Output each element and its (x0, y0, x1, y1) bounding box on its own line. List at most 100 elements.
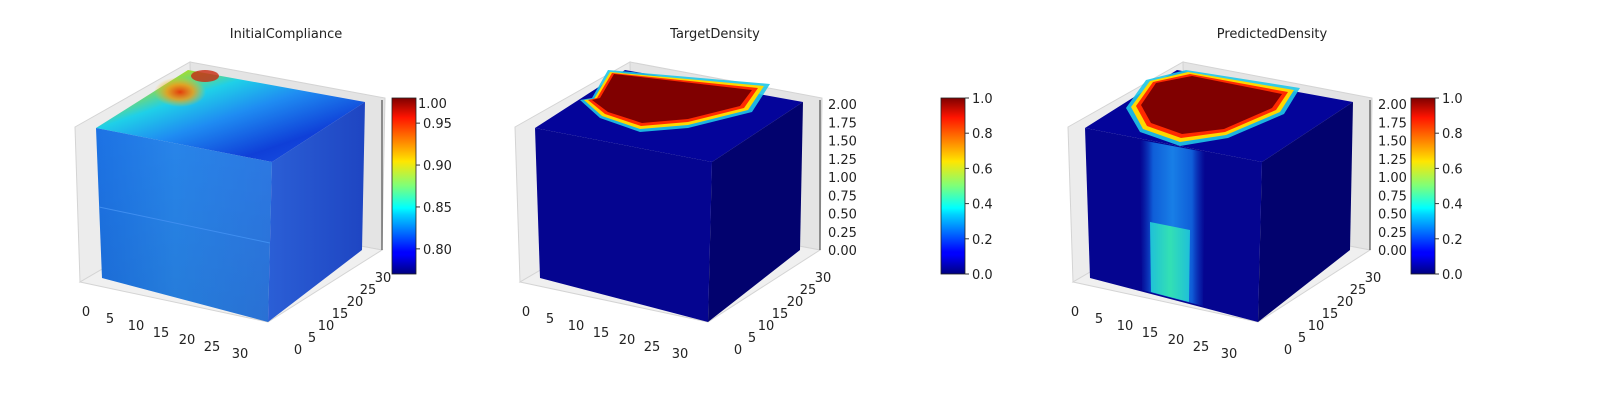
chart3-z-tick: 0.00 (1378, 244, 1407, 259)
chart2-title: TargetDensity (669, 27, 760, 42)
chart-target-density: TargetDensity 0 5 10 15 20 25 30 051015202530 … (514, 27, 993, 362)
chart2-colorbar-tick: 0.0 (972, 268, 993, 283)
chart1-y-tick: 5 (308, 331, 316, 346)
chart2-x-tick: 5 (546, 312, 554, 327)
chart2-colorbar-tick: 0.8 (972, 127, 993, 142)
chart1-colorbar-tick: 0.90 (423, 159, 452, 174)
chart1-hotspot (154, 77, 206, 107)
chart1-mid-seam (98, 206, 271, 244)
chart1-colorbar-tick: 0.95 (423, 117, 452, 132)
chart1-y-tick: 25 (360, 283, 377, 298)
chart2-y-tick: 15 (772, 307, 789, 322)
chart2-colorbar-ticks: 0.0 0.2 0.4 0.6 0.8 1.0 (965, 92, 993, 283)
chart1-y-tick: 10 (318, 319, 335, 334)
chart3-x-tick: 5 (1095, 312, 1103, 327)
chart1-x-tick: 10 (128, 319, 145, 334)
chart1-colorbar-tick: 0.85 (423, 201, 452, 216)
chart3-y-tick: 25 (1350, 283, 1367, 298)
chart3-title: PredictedDensity (1217, 27, 1328, 42)
chart3-x-ticks: 0 5 10 15 20 25 30 (1071, 305, 1237, 362)
chart1-y-tick: 20 (347, 295, 364, 310)
chart3-z-tick: 1.75 (1378, 116, 1407, 131)
chart3-density-core (1141, 76, 1282, 134)
chart2-x-tick: 10 (568, 319, 585, 334)
chart3-x-tick: 25 (1193, 340, 1210, 355)
chart2-colorbar (940, 97, 966, 275)
chart2-z-tick: 2.00 (828, 98, 857, 113)
chart3-y-tick: 5 (1298, 331, 1306, 346)
chart3-colorbar-tick: 0.4 (1442, 198, 1463, 213)
chart1-x-tick: 0 (82, 305, 90, 320)
chart1-title: InitialCompliance (230, 27, 343, 42)
chart2-y-tick: 0 (734, 343, 742, 358)
chart2-colorbar-tick: 1.0 (972, 92, 993, 107)
chart3-z-tick: 1.50 (1378, 135, 1407, 150)
chart3-x-tick: 0 (1071, 305, 1079, 320)
chart3-y-tick: 10 (1308, 319, 1325, 334)
chart2-colorbar-tick: 0.4 (972, 198, 993, 213)
chart3-y-tick: 0 (1284, 343, 1292, 358)
chart1-colorbar-ticks: 0.80 0.85 0.90 0.95 (416, 117, 452, 258)
chart3-z-tick: 2.00 (1378, 98, 1407, 113)
chart3-x-tick: 30 (1221, 347, 1238, 362)
chart2-z-tick: 0.25 (828, 226, 857, 241)
chart1-x-tick: 15 (153, 326, 170, 341)
chart-initial-compliance: InitialCompliance 0 5 10 15 20 25 30 051015202… (74, 27, 452, 362)
chart2-z-tick: 1.75 (828, 116, 857, 131)
chart2-x-tick: 20 (619, 333, 636, 348)
chart3-z-tick: 0.50 (1378, 208, 1407, 223)
chart3-colorbar-tick: 0.2 (1442, 233, 1463, 248)
chart1-side-face (268, 102, 365, 322)
chart3-front-green (1150, 222, 1190, 302)
chart3-x-tick: 15 (1142, 326, 1159, 341)
chart1-x-tick: 30 (232, 347, 249, 362)
chart2-colorbar-tick: 0.6 (972, 162, 993, 177)
chart3-z-tick: 1.25 (1378, 153, 1407, 168)
chart2-z-tick: 1.25 (828, 153, 857, 168)
chart2-y-tick: 20 (787, 295, 804, 310)
chart3-colorbar-tick: 1.0 (1442, 92, 1463, 107)
chart2-z-tick: 0.75 (828, 189, 857, 204)
chart2-side-face (708, 102, 803, 322)
chart3-colorbar-tick: 0.0 (1442, 268, 1463, 283)
chart3-colorbar-tick: 0.8 (1442, 127, 1463, 142)
chart2-x-tick: 30 (672, 347, 689, 362)
chart1-y-tick: 30 (375, 271, 392, 286)
chart2-z-tick: 1.50 (828, 135, 857, 150)
chart3-y-tick: 30 (1365, 271, 1382, 286)
chart2-x-ticks: 0 5 10 15 20 25 30 (522, 305, 688, 362)
chart2-y-tick: 25 (800, 283, 817, 298)
chart3-y-tick: 20 (1337, 295, 1354, 310)
chart1-x-tick: 5 (106, 312, 114, 327)
chart3-z-tick: 0.25 (1378, 226, 1407, 241)
chart1-colorbar-top-label: 1.00 (418, 97, 447, 112)
chart2-colorbar-tick: 0.2 (972, 233, 993, 248)
chart3-colorbar-ticks: 0.0 0.2 0.4 0.6 0.8 1.0 (1435, 92, 1463, 283)
chart3-colorbar (1410, 97, 1436, 275)
chart1-x-tick: 20 (179, 333, 196, 348)
chart2-y-tick: 10 (758, 319, 775, 334)
chart3-side-face (1258, 102, 1353, 322)
chart1-hotspot-edge (191, 70, 219, 82)
chart2-density-core (592, 74, 752, 123)
chart2-z-tick: 0.00 (828, 244, 857, 259)
chart3-z-tick: 0.75 (1378, 189, 1407, 204)
chart3-z-tick: 1.00 (1378, 171, 1407, 186)
chart3-y-tick: 15 (1322, 307, 1339, 322)
chart1-y-tick: 0 (294, 343, 302, 358)
chart2-z-tick: 1.00 (828, 171, 857, 186)
chart-predicted-density: PredictedDensity 0 5 10 15 20 25 30 0510152025… (1067, 27, 1463, 362)
chart3-colorbar-tick: 0.6 (1442, 162, 1463, 177)
chart2-x-tick: 25 (644, 340, 661, 355)
chart3-z-ticks: 0.00 0.25 0.50 0.75 1.00 1.25 1.50 1.75 2.00 (1378, 98, 1407, 259)
chart3-x-tick: 10 (1117, 319, 1134, 334)
chart1-y-tick: 15 (332, 307, 349, 322)
chart1-x-ticks: 0 5 10 15 20 25 30 (82, 305, 248, 362)
chart2-z-tick: 0.50 (828, 208, 857, 223)
chart2-y-tick: 5 (748, 331, 756, 346)
chart2-front-face (535, 128, 712, 322)
